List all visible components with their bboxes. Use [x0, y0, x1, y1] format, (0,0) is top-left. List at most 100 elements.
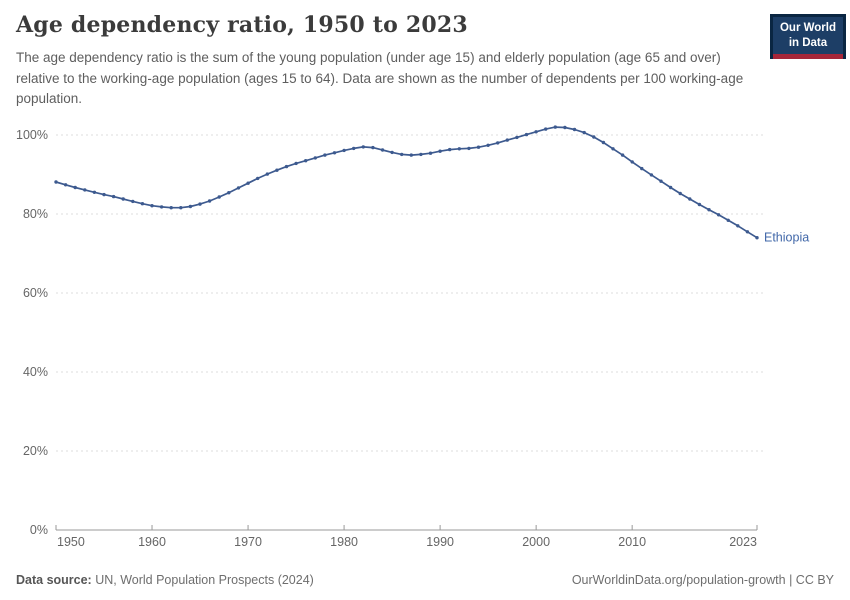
data-source-text: UN, World Population Prospects (2024): [91, 573, 314, 587]
data-point[interactable]: [467, 146, 471, 151]
data-point[interactable]: [476, 145, 481, 149]
data-point[interactable]: [111, 194, 116, 199]
data-point[interactable]: [121, 197, 125, 201]
data-point[interactable]: [275, 168, 279, 172]
x-tick-label: 1990: [426, 535, 454, 549]
data-point[interactable]: [371, 145, 375, 150]
data-point[interactable]: [649, 173, 654, 177]
data-point[interactable]: [323, 153, 327, 157]
data-point[interactable]: [150, 204, 154, 208]
data-point[interactable]: [496, 141, 500, 145]
data-point[interactable]: [179, 206, 183, 210]
data-point[interactable]: [630, 160, 634, 164]
data-point[interactable]: [169, 206, 173, 210]
y-tick-label: 0%: [30, 523, 48, 537]
data-point[interactable]: [534, 130, 538, 134]
line-chart[interactable]: 0% 20% 40% 60% 80% 100% 1950 1960 1970 1980 1990 20…: [0, 0, 850, 560]
data-point[interactable]: [457, 147, 461, 151]
data-point[interactable]: [304, 159, 308, 163]
data-point[interactable]: [140, 202, 145, 206]
data-point[interactable]: [707, 208, 711, 212]
data-point[interactable]: [390, 150, 394, 155]
series-label-ethiopia[interactable]: Ethiopia: [764, 231, 809, 245]
x-tick-label: 1950: [57, 535, 85, 549]
data-point[interactable]: [380, 148, 385, 152]
y-tick-label: 60%: [23, 286, 48, 300]
chart-footer: Data source: UN, World Population Prospe…: [16, 573, 834, 587]
owid-logo-stripe: [772, 53, 843, 59]
data-point[interactable]: [448, 147, 452, 152]
data-point[interactable]: [524, 132, 529, 137]
y-tick-label: 40%: [23, 365, 48, 379]
data-point[interactable]: [563, 125, 567, 130]
data-point[interactable]: [102, 192, 106, 197]
data-point[interactable]: [428, 151, 433, 155]
data-point[interactable]: [63, 183, 68, 187]
data-point[interactable]: [726, 218, 730, 222]
data-point[interactable]: [419, 152, 423, 157]
data-point[interactable]: [505, 138, 509, 142]
owid-logo[interactable]: Our World in Data: [769, 14, 846, 59]
data-point[interactable]: [601, 140, 606, 145]
data-point[interactable]: [611, 147, 615, 151]
data-point[interactable]: [256, 176, 260, 181]
data-point[interactable]: [697, 202, 702, 207]
data-point[interactable]: [668, 185, 673, 190]
data-point[interactable]: [716, 213, 721, 217]
data-point[interactable]: [688, 197, 692, 201]
x-tick-label: 1980: [330, 535, 358, 549]
series-line-ethiopia[interactable]: [55, 126, 758, 239]
data-point[interactable]: [236, 186, 241, 190]
data-point[interactable]: [217, 195, 221, 199]
data-source-label: Data source:: [16, 573, 92, 587]
data-point[interactable]: [553, 125, 557, 129]
x-tick-label: 2023: [729, 535, 757, 549]
data-point[interactable]: [592, 135, 596, 139]
data-point[interactable]: [361, 145, 365, 149]
data-point[interactable]: [400, 152, 404, 157]
owid-logo-text: Our World in Data: [773, 17, 843, 54]
x-tick-label: 2000: [522, 535, 550, 549]
line-chart-svg[interactable]: 0% 20% 40% 60% 80% 100% 1950 1960 1970 1980 1990 20…: [0, 0, 850, 560]
data-point[interactable]: [582, 130, 586, 135]
data-point[interactable]: [736, 224, 740, 228]
data-point[interactable]: [678, 191, 682, 196]
data-point[interactable]: [620, 153, 625, 157]
y-tick-label: 80%: [23, 207, 48, 221]
data-point[interactable]: [246, 181, 250, 185]
data-point[interactable]: [572, 127, 577, 132]
data-source-note: Data source: UN, World Population Prospe…: [16, 573, 314, 587]
data-point[interactable]: [409, 153, 413, 157]
data-point[interactable]: [544, 127, 548, 131]
data-point[interactable]: [659, 179, 663, 183]
data-point[interactable]: [265, 172, 269, 176]
data-point[interactable]: [438, 149, 442, 153]
data-point[interactable]: [515, 135, 519, 140]
data-point[interactable]: [198, 202, 202, 206]
data-point[interactable]: [486, 143, 490, 147]
data-point[interactable]: [352, 146, 356, 151]
chart-subtitle: The age dependency ratio is the sum of t…: [16, 50, 744, 107]
chart-header: Age dependency ratio, 1950 to 2023 The a…: [16, 12, 760, 110]
owid-logo-line2: in Data: [788, 36, 828, 49]
data-point[interactable]: [131, 199, 135, 204]
data-point[interactable]: [313, 156, 317, 160]
data-point[interactable]: [640, 166, 644, 171]
data-point[interactable]: [188, 204, 193, 209]
data-point[interactable]: [73, 185, 77, 190]
data-point[interactable]: [54, 180, 58, 184]
data-point[interactable]: [207, 199, 212, 203]
y-tick-label: 20%: [23, 444, 48, 458]
x-tick-label: 1970: [234, 535, 262, 549]
owid-url-link[interactable]: OurWorldinData.org/population-growth | C…: [571, 573, 834, 587]
data-point[interactable]: [332, 151, 337, 155]
data-point[interactable]: [159, 205, 164, 209]
data-point[interactable]: [755, 236, 759, 240]
data-point[interactable]: [227, 191, 231, 195]
data-point[interactable]: [342, 148, 346, 153]
data-point[interactable]: [83, 188, 87, 192]
data-point[interactable]: [745, 230, 750, 234]
data-point[interactable]: [92, 190, 97, 194]
data-point[interactable]: [294, 161, 298, 166]
data-point[interactable]: [284, 164, 289, 169]
